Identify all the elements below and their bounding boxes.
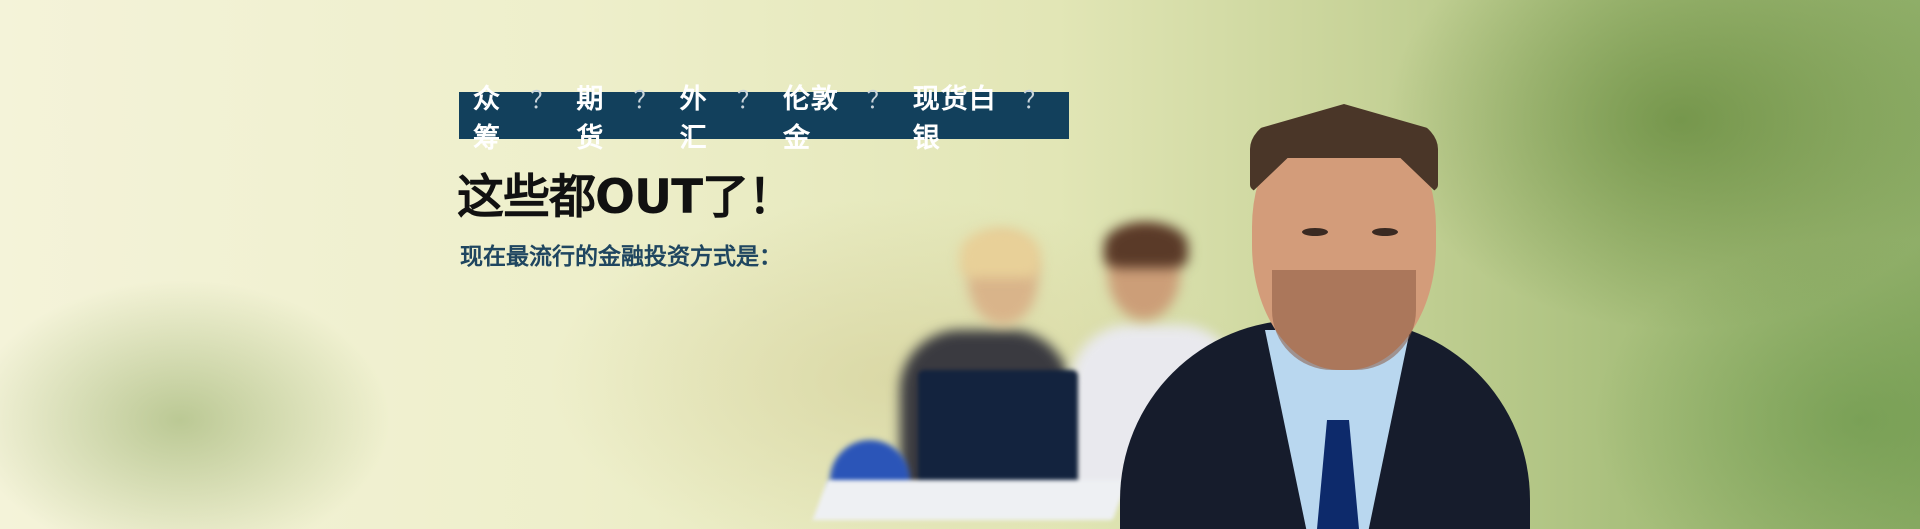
tag-question-mark: ？ bbox=[866, 85, 891, 114]
investment-tags-bar: 众筹 ？ 期货 ？ 外汇 ？ 伦敦金 ？ 现货白银 ？ bbox=[459, 84, 1069, 154]
tag-question-mark: ？ bbox=[1023, 85, 1047, 114]
tag-question-mark: ？ bbox=[633, 85, 658, 114]
subtitle: 现在最流行的金融投资方式是： bbox=[460, 244, 782, 270]
laptop-image bbox=[918, 370, 1078, 490]
tag-question-mark: ？ bbox=[530, 85, 555, 114]
eye bbox=[1372, 228, 1398, 236]
tag-word: 伦敦金 bbox=[782, 83, 839, 154]
tag-item: 伦敦金 ？ bbox=[783, 77, 891, 155]
tag-item: 期货 ？ bbox=[576, 77, 657, 155]
tag-item: 众筹 ？ bbox=[473, 77, 554, 155]
papers-image bbox=[812, 480, 1128, 520]
headline: 这些都OUT了！ bbox=[457, 170, 795, 225]
tag-question-mark: ？ bbox=[736, 85, 761, 114]
tag-item: 外汇 ？ bbox=[680, 77, 761, 155]
background-person-hair bbox=[960, 228, 1040, 278]
eye bbox=[1302, 228, 1328, 236]
tag-word: 现货白银 bbox=[912, 83, 997, 154]
tag-word: 期货 bbox=[576, 83, 605, 154]
background-person-hair bbox=[1104, 222, 1188, 268]
tag-word: 众筹 bbox=[473, 83, 501, 154]
beard bbox=[1272, 270, 1416, 370]
tag-item: 现货白银 ？ bbox=[913, 77, 1047, 155]
tag-word: 外汇 bbox=[679, 83, 708, 154]
